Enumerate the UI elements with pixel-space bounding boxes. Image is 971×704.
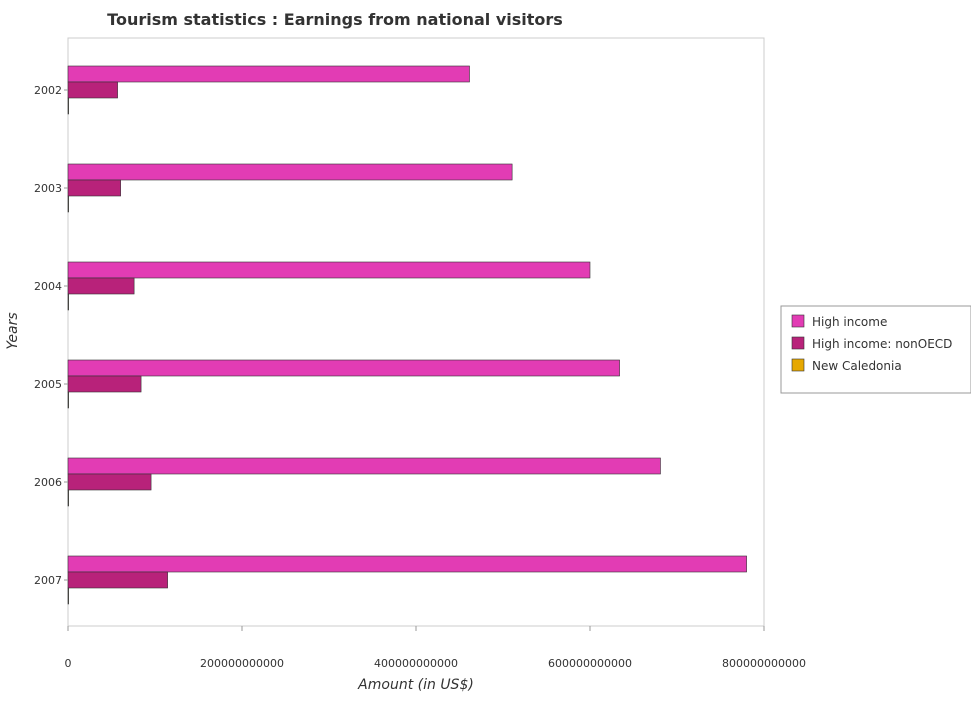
- x-tick-label: 800000000000: [722, 657, 806, 670]
- legend-label: New Caledonia: [812, 359, 902, 373]
- bar-high-income-2005: [67, 359, 620, 377]
- y-tick-label: 2006: [34, 476, 62, 489]
- legend-label: High income: nonOECD: [812, 337, 952, 351]
- bar-high-income-2002: [67, 65, 470, 83]
- y-tick-labels: 2002 2003 2004 2005 2006 2007: [34, 84, 68, 587]
- x-tick-label: 0: [65, 657, 72, 670]
- bar-high-income-2004: [67, 261, 591, 279]
- x-tick-label: 200000000000: [200, 657, 284, 670]
- legend-swatch: [791, 336, 805, 350]
- bar-high-income-nonoecd-2005: [67, 375, 142, 393]
- y-tick-label: 2007: [34, 574, 62, 587]
- y-tick-label: 2002: [34, 84, 62, 97]
- bar-high-income-nonoecd-2002: [67, 81, 118, 99]
- bar-high-income-nonoecd-2007: [67, 571, 168, 589]
- legend-box: [780, 305, 971, 394]
- bar-high-income-nonoecd-2006: [67, 473, 152, 491]
- legend-swatch: [791, 358, 805, 372]
- x-axis-label: Amount (in US$): [357, 677, 474, 693]
- plot-area: [67, 37, 765, 627]
- y-tick-label: 2005: [34, 378, 62, 391]
- bar-new-caledonia-2006: [67, 489, 69, 507]
- legend: High income High income: nonOECD New Caled…: [780, 305, 971, 394]
- bar-high-income-2007: [67, 555, 747, 573]
- x-tick-labels: 0 200000000000 400000000000 600000000000 800…: [65, 626, 806, 670]
- x-tick-label: 400000000000: [374, 657, 458, 670]
- bar-new-caledonia-2005: [67, 391, 69, 409]
- y-axis-label: Years: [5, 312, 21, 349]
- bar-new-caledonia-2007: [67, 587, 69, 605]
- bars-group: [67, 65, 747, 605]
- bar-new-caledonia-2003: [67, 195, 69, 213]
- legend-swatch: [791, 314, 805, 328]
- y-tick-label: 2003: [34, 182, 62, 195]
- bar-high-income-2003: [67, 163, 513, 181]
- bar-high-income-nonoecd-2003: [67, 179, 121, 197]
- bar-high-income-nonoecd-2004: [67, 277, 135, 295]
- legend-label: High income: [812, 315, 887, 329]
- chart-title: Tourism statistics : Earnings from natio…: [107, 10, 563, 29]
- bar-high-income-2006: [67, 457, 661, 475]
- x-tick-label: 600000000000: [548, 657, 632, 670]
- bar-new-caledonia-2004: [67, 293, 69, 311]
- bar-new-caledonia-2002: [67, 97, 69, 115]
- y-tick-label: 2004: [34, 280, 62, 293]
